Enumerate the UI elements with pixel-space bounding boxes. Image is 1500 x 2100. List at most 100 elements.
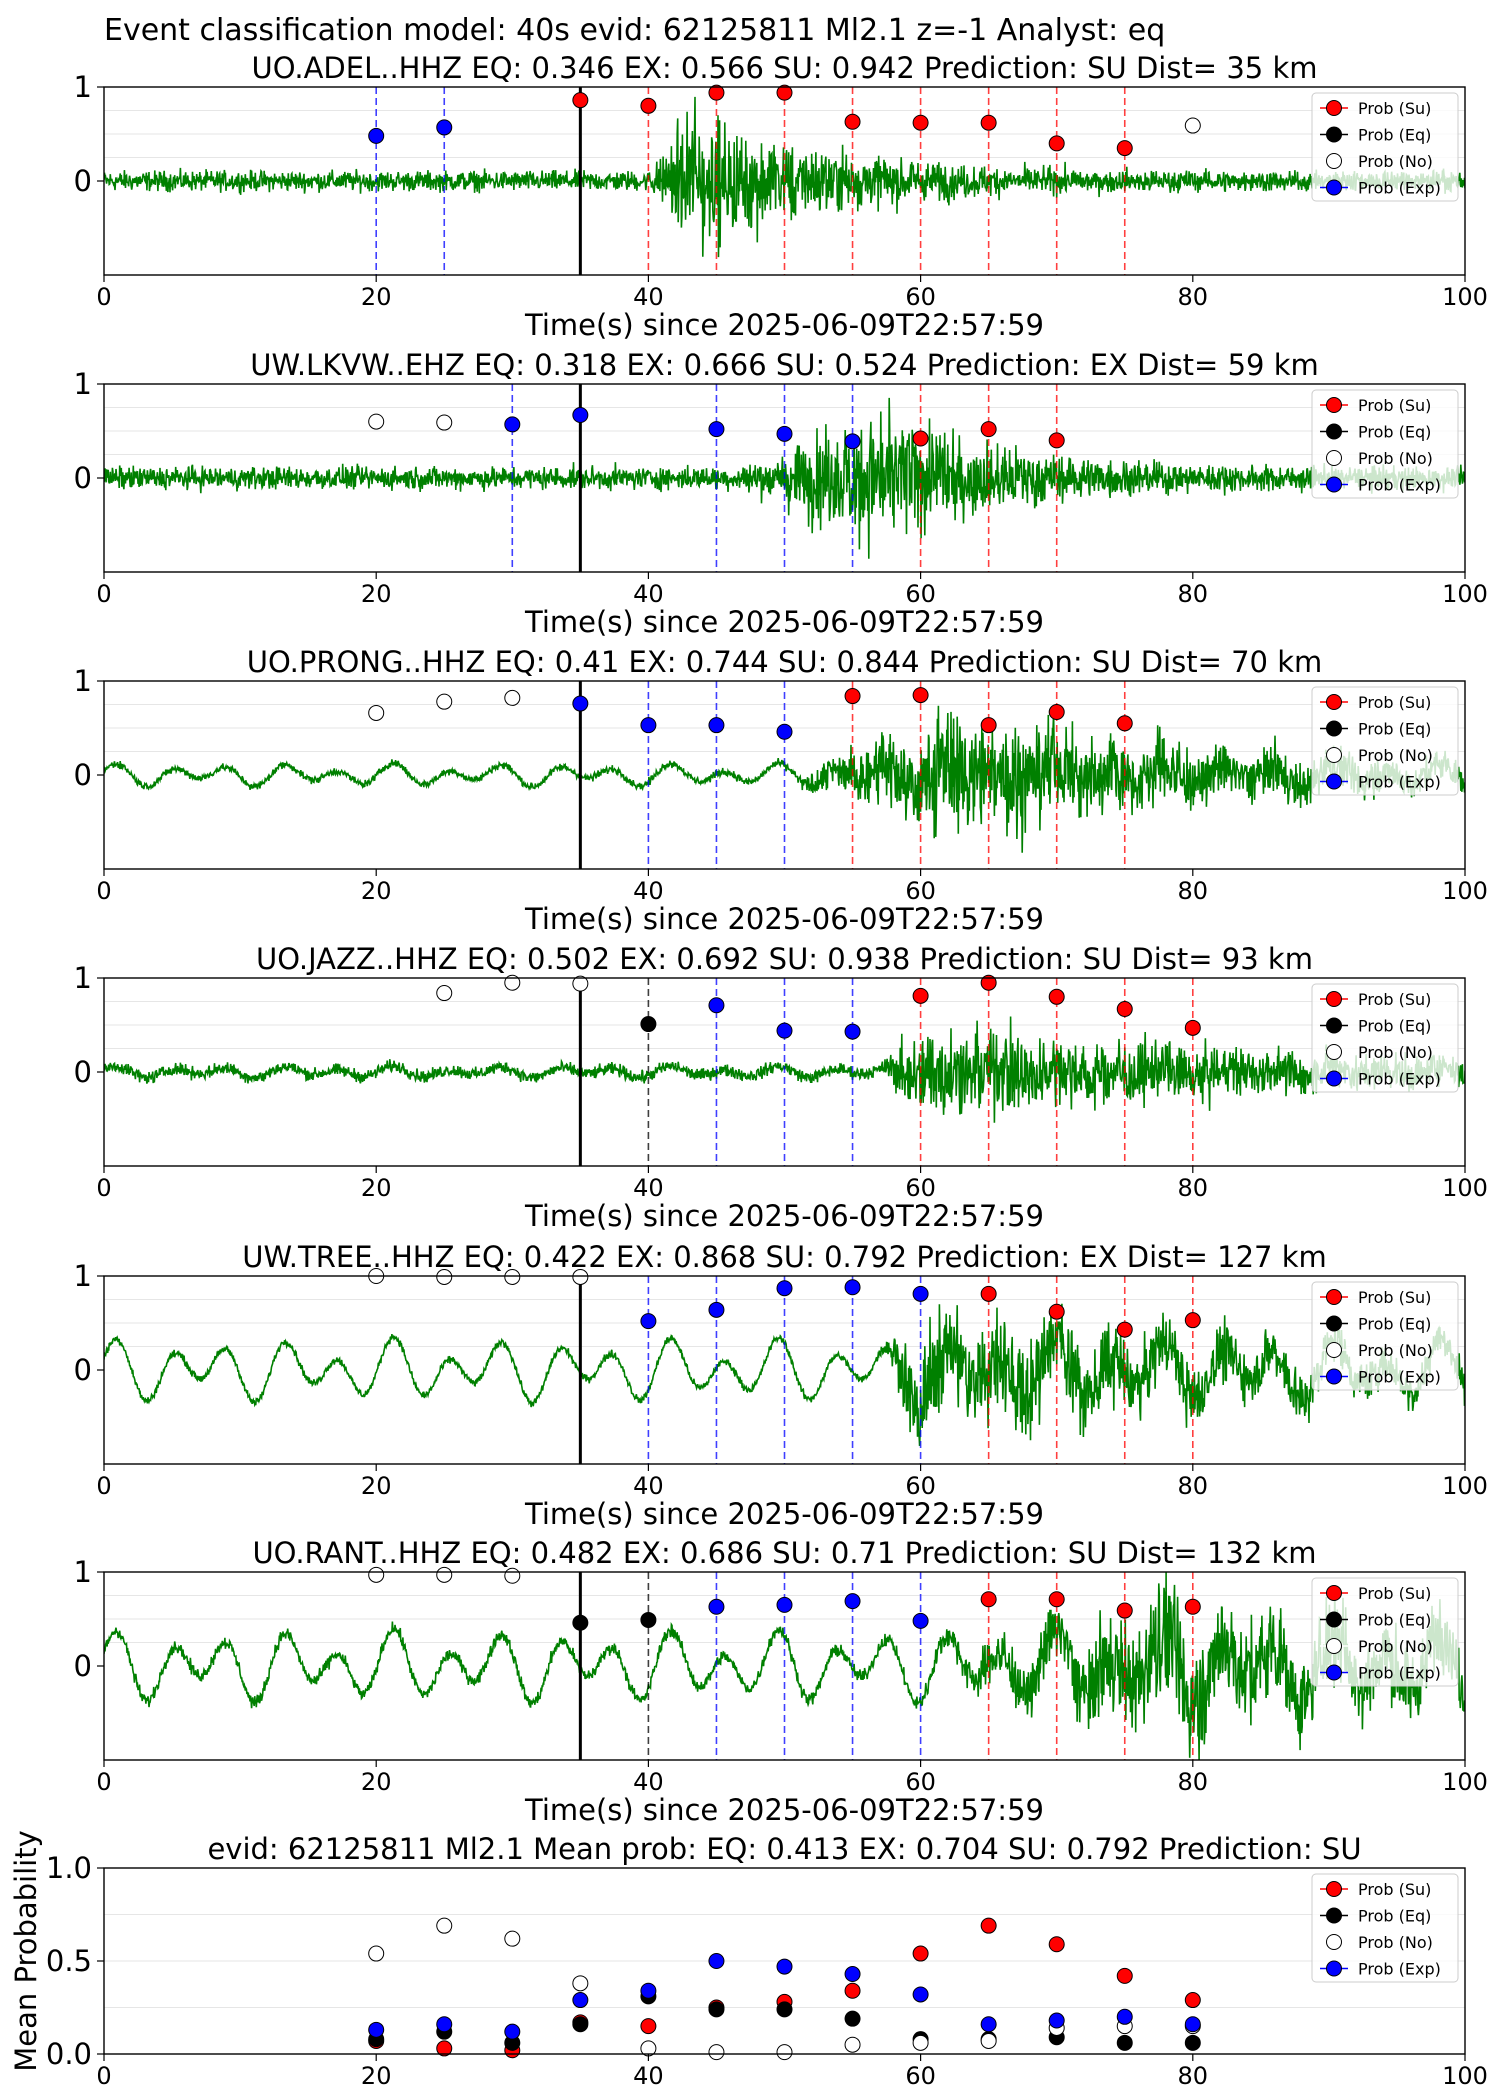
legend-marker-eq [1326,1611,1342,1628]
legend-label-eq: Prob (Eq) [1358,1907,1431,1926]
mean-prob-point-exp [708,1953,725,1969]
prob-point-su [1048,988,1065,1005]
x-tick-label: 40 [633,1174,664,1202]
x-tick-label: 100 [1442,580,1488,608]
prob-point-su [1184,1312,1201,1329]
legend-label-eq: Prob (Eq) [1358,1017,1431,1036]
mean-prob-point-exp [368,2021,385,2038]
x-tick-label: 0 [96,1768,111,1796]
y-tick-label: 0 [74,461,92,495]
x-tick-label: 80 [1178,283,1209,311]
y-axis-label: Mean Probability [9,1830,43,2072]
legend-marker-eq [1326,126,1342,143]
panel-title: UW.LKVW..EHZ EQ: 0.318 EX: 0.666 SU: 0.5… [250,348,1318,382]
legend-marker-exp [1326,1960,1342,1977]
x-tick-label: 0 [96,283,111,311]
mean-prob-point-eq [844,2010,861,2027]
prob-point-su [912,987,929,1004]
y-tick-label: 1 [74,961,92,995]
prob-point-su [1116,1602,1133,1619]
legend-label-no: Prob (No) [1358,1341,1433,1360]
legend-label-exp: Prob (Exp) [1358,773,1441,792]
mean-prob-point-su [912,1945,929,1962]
legend-marker-su [1326,1585,1342,1601]
prob-point-no [504,974,521,991]
prob-point-exp [708,717,725,734]
legend-marker-eq [1326,720,1342,737]
mean-prob-point-exp [776,1958,793,1975]
legend-marker-no [1326,1342,1342,1358]
y-tick-label: 0.5 [46,1944,92,1978]
prob-point-exp [572,695,589,712]
legend: Prob (Su) Prob (Eq) Prob (No) Prob (Exp) [1311,686,1459,796]
prob-point-exp [640,717,657,734]
x-tick-label: 0 [96,877,111,905]
prob-point-no [436,1268,453,1285]
y-tick-label: 0 [74,1353,92,1387]
legend-marker-exp [1326,476,1342,493]
mean-prob-point-eq [708,2001,725,2018]
x-tick-label: 60 [905,1174,936,1202]
waveform-trace [104,96,1465,258]
prob-point-exp [776,1022,793,1039]
x-tick-label: 80 [1178,2062,1209,2090]
x-tick-label: 60 [905,2062,936,2090]
legend-marker-no [1326,1638,1342,1654]
prob-point-su [1116,140,1133,157]
prob-point-exp [844,1593,861,1610]
prob-point-su [640,97,657,114]
panel-title: UO.RANT..HHZ EQ: 0.482 EX: 0.686 SU: 0.7… [252,1536,1316,1570]
x-tick-label: 40 [633,580,664,608]
legend-frame [1311,983,1459,1093]
legend-frame [1311,686,1459,796]
legend-marker-su [1326,397,1342,413]
prob-point-su [1116,1321,1133,1338]
legend-marker-exp [1326,179,1342,196]
prob-point-su [1048,432,1065,449]
x-tick-label: 0 [96,2062,111,2090]
legend-marker-su [1326,1289,1342,1305]
legend-label-su: Prob (Su) [1358,693,1431,712]
prob-point-su [1116,1001,1133,1018]
prob-point-eq [640,1016,657,1033]
legend-label-exp: Prob (Exp) [1358,1368,1441,1387]
prob-point-su [572,92,589,109]
station-panel-1: UO.ADEL..HHZ EQ: 0.346 EX: 0.566 SU: 0.9… [74,51,1488,342]
prob-point-eq [640,1611,657,1628]
prob-point-no [436,1566,453,1583]
legend-frame [1311,1873,1459,1983]
legend-label-eq: Prob (Eq) [1358,423,1431,442]
prob-point-su [1048,1591,1065,1608]
legend-marker-exp [1326,1368,1342,1385]
prob-point-no [572,1268,589,1285]
legend-marker-no [1326,1934,1342,1950]
prob-point-su [912,430,929,447]
prob-point-no [368,413,385,430]
mean-prob-point-no [572,1975,589,1992]
station-panel-4: UO.JAZZ..HHZ EQ: 0.502 EX: 0.692 SU: 0.9… [74,942,1488,1233]
legend-marker-eq [1326,1907,1342,1924]
prob-point-no [368,704,385,721]
prob-point-su [1184,1598,1201,1615]
prob-point-no [1184,117,1201,134]
prob-point-eq [572,1614,589,1631]
prob-point-exp [436,119,453,136]
x-tick-label: 60 [905,1768,936,1796]
mean-prob-point-su [1048,1936,1065,1953]
legend-label-exp: Prob (Exp) [1358,1960,1441,1979]
mean-prob-point-exp [504,2023,521,2040]
x-tick-label: 60 [905,877,936,905]
prob-point-su [980,717,997,734]
figure-suptitle: Event classification model: 40s evid: 62… [104,13,1165,48]
x-tick-label: 100 [1442,1174,1488,1202]
x-tick-label: 100 [1442,2062,1488,2090]
prob-point-exp [572,407,589,424]
y-tick-label: 0 [74,758,92,792]
legend: Prob (Su) Prob (Eq) Prob (No) Prob (Exp) [1311,92,1459,202]
legend: Prob (Su) Prob (Eq) Prob (No) Prob (Exp) [1311,983,1459,1093]
legend-label-eq: Prob (Eq) [1358,720,1431,739]
x-tick-label: 80 [1178,1174,1209,1202]
x-tick-label: 20 [361,2062,392,2090]
legend-label-no: Prob (No) [1358,1637,1433,1656]
